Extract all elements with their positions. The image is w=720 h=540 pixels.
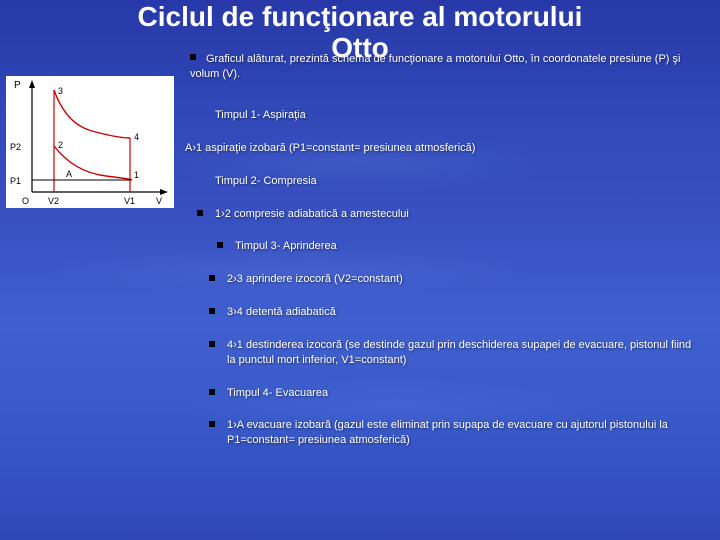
intro-text: Graficul alăturat, prezintă schema de fu… [190, 52, 700, 82]
label-2: 2 [58, 140, 63, 150]
list-item: 2›3 aprindere izocoră (V2=constant) [227, 272, 702, 287]
list-item-text: Timpul 3- Aprinderea [235, 240, 337, 252]
list-item-text: A›1 aspiraţie izobară (P1=constant= pres… [185, 142, 475, 154]
bullet-icon [209, 308, 215, 314]
bullet-icon [209, 275, 215, 281]
list-item: Timpul 2- Compresia [215, 174, 702, 189]
list-item-text: Timpul 1- Aspiraţia [215, 109, 306, 121]
list-item-text: 4›1 destinderea izocoră (se destinde gaz… [227, 339, 691, 366]
list-item-text: 3›4 detentă adiabatică [227, 306, 336, 318]
list-item-text: 1›A evacuare izobară (gazul este elimina… [227, 419, 668, 446]
title-line-1: Ciclul de funcţionare al motorului [138, 1, 583, 32]
list-item-text: 2›3 aprindere izocoră (V2=constant) [227, 273, 403, 285]
content-list: Timpul 1- Aspiraţia A›1 aspiraţie izobară… [185, 108, 702, 466]
list-item: A›1 aspiraţie izobară (P1=constant= pres… [185, 141, 702, 156]
label-O: O [22, 196, 29, 206]
label-V2: V2 [48, 196, 59, 206]
list-item: 1›A evacuare izobară (gazul este elimina… [227, 418, 702, 448]
list-item: 1›2 compresie adiabatică a amestecului [215, 207, 702, 222]
label-V: V [156, 196, 162, 206]
label-1: 1 [134, 170, 139, 180]
bullet-icon [209, 389, 215, 395]
list-item-text: Timpul 4- Evacuarea [227, 387, 328, 399]
list-item-text: Timpul 2- Compresia [215, 175, 317, 187]
list-item: 4›1 destinderea izocoră (se destinde gaz… [227, 338, 702, 368]
label-V1: V1 [124, 196, 135, 206]
list-item-text: 1›2 compresie adiabatică a amestecului [215, 208, 409, 220]
list-item: Timpul 1- Aspiraţia [215, 108, 702, 123]
pv-diagram: P P2 P1 O V2 V1 V 3 4 2 1 A [6, 76, 174, 208]
intro-content: Graficul alăturat, prezintă schema de fu… [190, 53, 680, 80]
label-4: 4 [134, 132, 139, 142]
label-P2: P2 [10, 142, 21, 152]
list-item: Timpul 3- Aprinderea [235, 239, 702, 254]
bullet-icon [209, 421, 215, 427]
label-P: P [14, 80, 21, 91]
label-P1: P1 [10, 176, 21, 186]
list-item: 3›4 detentă adiabatică [227, 305, 702, 320]
bullet-icon [209, 341, 215, 347]
list-item: Timpul 4- Evacuarea [227, 386, 702, 401]
bullet-icon [190, 54, 196, 60]
bullet-icon [217, 242, 223, 248]
bullet-icon [197, 210, 203, 216]
label-A: A [66, 169, 72, 179]
label-3: 3 [58, 86, 63, 96]
